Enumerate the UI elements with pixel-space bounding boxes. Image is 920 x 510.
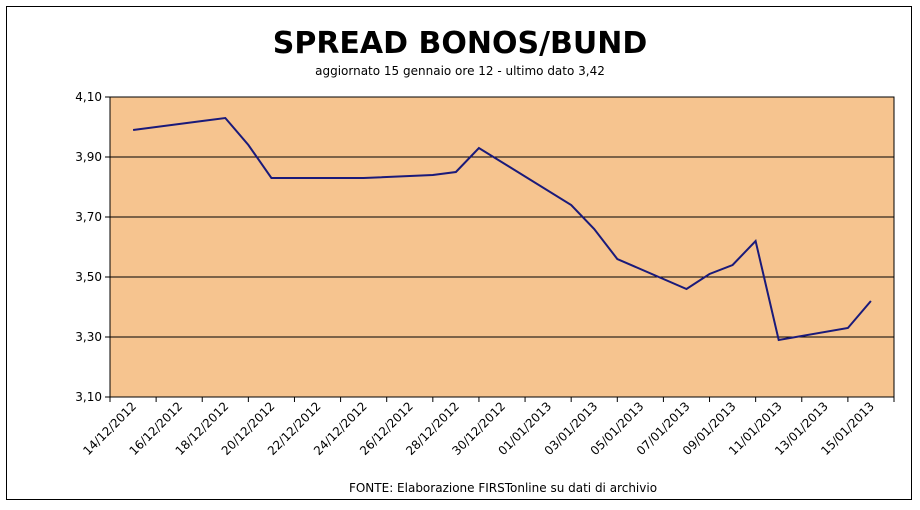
x-axis: 14/12/201216/12/201218/12/201220/12/2012… [80, 397, 895, 458]
y-tick-label: 3,50 [75, 270, 102, 284]
chart-title: SPREAD BONOS/BUND [273, 26, 648, 61]
gridlines [110, 156, 894, 338]
plot-area [109, 96, 895, 398]
y-tick-label: 3,30 [75, 330, 102, 344]
y-tick-label: 3,10 [75, 390, 102, 404]
y-axis: 4,10 3,90 3,70 3,50 3,30 3,10 [75, 90, 110, 404]
y-tick-label: 4,10 [75, 90, 102, 104]
chart-source: FONTE: Elaborazione FIRSTonline su dati … [349, 481, 657, 495]
chart-subtitle: aggiornato 15 gennaio ore 12 - ultimo da… [315, 64, 605, 78]
y-tick-label: 3,90 [75, 150, 102, 164]
series-line [132, 116, 872, 342]
y-tick-label: 3,70 [75, 210, 102, 224]
